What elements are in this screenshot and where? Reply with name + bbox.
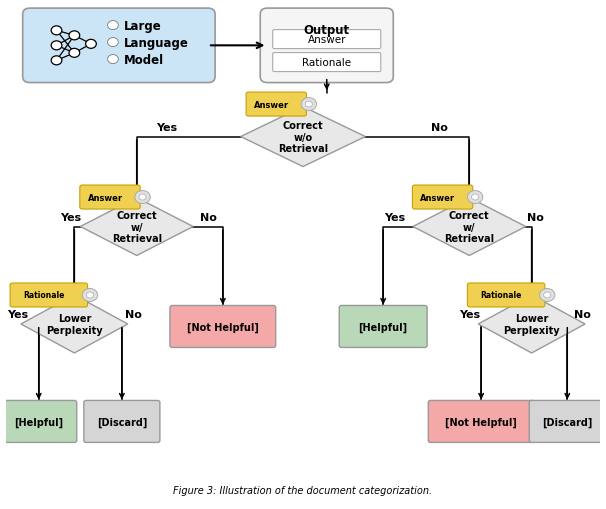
FancyBboxPatch shape <box>170 306 276 348</box>
Circle shape <box>108 21 118 31</box>
Text: [Discard]: [Discard] <box>97 416 147 427</box>
FancyBboxPatch shape <box>273 31 381 49</box>
Text: No: No <box>431 122 448 132</box>
FancyBboxPatch shape <box>428 401 534 442</box>
Circle shape <box>135 191 150 204</box>
Circle shape <box>108 39 118 47</box>
Polygon shape <box>21 295 128 353</box>
Text: [Not Helpful]: [Not Helpful] <box>187 322 259 332</box>
Circle shape <box>467 191 483 204</box>
Text: Answer: Answer <box>307 35 346 45</box>
Circle shape <box>305 102 312 108</box>
Text: Yes: Yes <box>156 122 177 132</box>
Text: Yes: Yes <box>384 212 405 222</box>
Circle shape <box>539 289 555 302</box>
Text: Lower
Perplexity: Lower Perplexity <box>46 314 102 335</box>
Circle shape <box>69 32 80 41</box>
Polygon shape <box>413 198 525 256</box>
Circle shape <box>301 98 316 111</box>
Text: No: No <box>527 212 544 222</box>
FancyBboxPatch shape <box>22 9 215 83</box>
Text: Yes: Yes <box>7 309 28 319</box>
Text: Correct
w/o
Retrieval: Correct w/o Retrieval <box>278 121 328 154</box>
FancyBboxPatch shape <box>246 93 307 117</box>
Text: Yes: Yes <box>59 212 81 222</box>
FancyBboxPatch shape <box>84 401 160 442</box>
Circle shape <box>82 289 98 302</box>
Text: Lower
Perplexity: Lower Perplexity <box>504 314 560 335</box>
Text: Rationale: Rationale <box>24 291 65 300</box>
Text: Answer: Answer <box>420 193 455 202</box>
FancyBboxPatch shape <box>273 53 381 72</box>
Text: Model: Model <box>124 53 164 67</box>
FancyBboxPatch shape <box>260 9 393 83</box>
Text: No: No <box>574 309 591 319</box>
FancyBboxPatch shape <box>529 401 605 442</box>
Polygon shape <box>478 295 585 353</box>
Text: Rationale: Rationale <box>481 291 522 300</box>
Text: [Not Helpful]: [Not Helpful] <box>445 416 517 427</box>
FancyBboxPatch shape <box>10 284 87 307</box>
Circle shape <box>69 49 80 58</box>
Text: Rationale: Rationale <box>302 58 351 68</box>
Polygon shape <box>241 107 365 167</box>
FancyBboxPatch shape <box>80 186 140 210</box>
FancyBboxPatch shape <box>339 306 427 348</box>
Text: Output: Output <box>304 24 350 37</box>
Circle shape <box>139 194 146 201</box>
Text: No: No <box>199 212 216 222</box>
Text: Language: Language <box>124 37 188 49</box>
Circle shape <box>471 194 479 201</box>
Text: Answer: Answer <box>88 193 123 202</box>
Text: [Helpful]: [Helpful] <box>359 322 408 332</box>
Circle shape <box>51 27 62 36</box>
Text: Answer: Answer <box>254 100 289 109</box>
Polygon shape <box>80 198 193 256</box>
Circle shape <box>86 292 93 298</box>
Circle shape <box>108 55 118 65</box>
Text: Large: Large <box>124 19 161 33</box>
Text: [Discard]: [Discard] <box>542 416 593 427</box>
Circle shape <box>51 42 62 51</box>
Text: Correct
w/
Retrieval: Correct w/ Retrieval <box>444 211 494 244</box>
Text: No: No <box>125 309 142 319</box>
Text: Figure 3: Illustration of the document categorization.: Figure 3: Illustration of the document c… <box>173 485 433 495</box>
FancyBboxPatch shape <box>467 284 545 307</box>
Text: Correct
w/
Retrieval: Correct w/ Retrieval <box>112 211 162 244</box>
Circle shape <box>51 56 62 66</box>
Text: Yes: Yes <box>459 309 480 319</box>
Text: [Helpful]: [Helpful] <box>14 416 63 427</box>
FancyBboxPatch shape <box>413 186 473 210</box>
Circle shape <box>544 292 551 298</box>
FancyBboxPatch shape <box>1 401 77 442</box>
Circle shape <box>85 40 96 49</box>
